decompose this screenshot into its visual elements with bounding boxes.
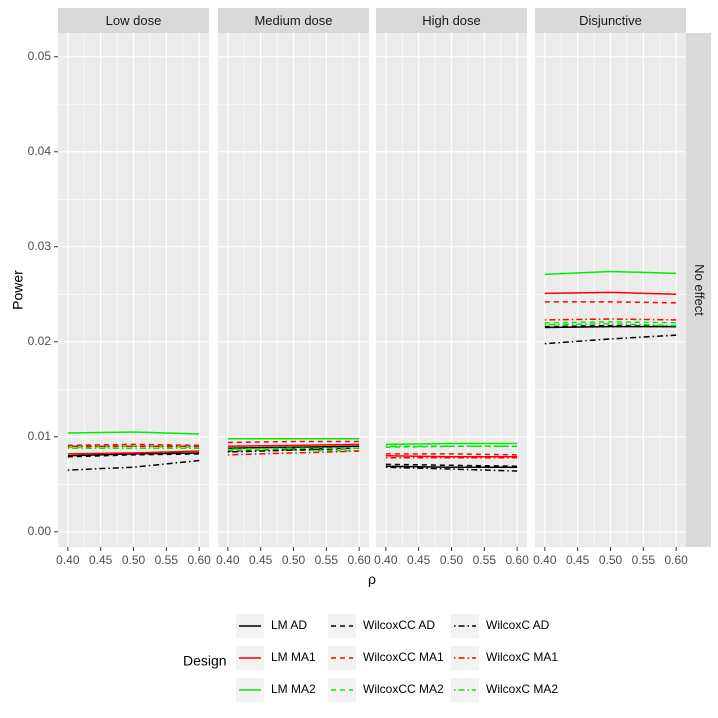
legend-item: WilcoxCC MA1: [328, 646, 444, 670]
series-line: LM MA2: [544, 270, 677, 276]
x-tick-label: 0.40: [533, 553, 557, 567]
strip-background: [535, 8, 686, 33]
legend-title: Design: [183, 653, 227, 669]
legend-label: WilcoxCC AD: [363, 618, 435, 632]
x-tick-label: 0.50: [599, 553, 623, 567]
y-tick-label: 0.03: [28, 239, 52, 253]
panel-strip: Low dose: [58, 8, 209, 33]
series-line: WilcoxC MA2: [227, 447, 360, 450]
y-tick-label: 0.00: [28, 524, 52, 538]
series-line: WilcoxC MA1: [227, 450, 360, 456]
panel-title: High dose: [422, 13, 481, 28]
row-strip: No effect: [686, 33, 711, 547]
series-line: LM MA2: [385, 442, 518, 446]
x-tick-label: 0.55: [632, 553, 656, 567]
series-line: WilcoxCC MA1: [544, 301, 677, 304]
legend-label: WilcoxC MA1: [486, 650, 558, 664]
series-line: WilcoxCC AD: [67, 453, 200, 458]
legend-item: LM MA1: [236, 646, 316, 670]
series-line: WilcoxC AD: [544, 334, 677, 345]
x-tick-label: 0.45: [249, 553, 273, 567]
panel-title: Low dose: [106, 13, 162, 28]
y-tick-label: 0.02: [28, 334, 52, 348]
series-line: WilcoxCC MA2: [544, 321, 677, 324]
legend-item: LM AD: [236, 614, 307, 638]
y-tick-label: 0.05: [28, 49, 52, 63]
series-line: LM MA1: [227, 443, 360, 448]
legend-label: LM MA1: [271, 650, 316, 664]
series-line: WilcoxCC AD: [544, 324, 677, 328]
legend-label: WilcoxCC MA2: [363, 682, 444, 696]
x-tick-label: 0.55: [155, 553, 179, 567]
series-line: WilcoxCC MA1: [385, 453, 518, 456]
series-line: LM AD: [385, 465, 518, 468]
x-tick-label: 0.60: [505, 553, 529, 567]
x-tick-label: 0.40: [216, 553, 240, 567]
panel-strip: High dose: [376, 8, 527, 33]
series-line: LM MA1: [67, 450, 200, 455]
legend-label: WilcoxC AD: [486, 618, 550, 632]
legend-item: LM MA2: [236, 678, 316, 702]
x-tick-label: 0.45: [566, 553, 590, 567]
x-tick-label: 0.40: [374, 553, 398, 567]
series-line: WilcoxC AD: [385, 466, 518, 472]
series-line: WilcoxCC MA2: [227, 449, 360, 452]
series-line: LM MA2: [67, 431, 200, 435]
x-tick-label: 0.60: [664, 553, 688, 567]
legend-item: WilcoxC AD: [451, 614, 550, 638]
strip-background: [376, 8, 527, 33]
x-tick-label: 0.50: [122, 553, 146, 567]
series-line: LM MA1: [544, 291, 677, 296]
series-line: WilcoxCC MA1: [227, 440, 360, 444]
x-axis-title: ρ: [368, 571, 376, 587]
x-tick-label: 0.45: [407, 553, 431, 567]
y-tick-label: 0.04: [28, 144, 52, 158]
legend-label: LM AD: [271, 618, 307, 632]
x-tick-label: 0.50: [440, 553, 464, 567]
series-line: WilcoxC AD: [67, 459, 200, 471]
series-line: WilcoxCC MA1: [67, 443, 200, 447]
x-tick-label: 0.60: [187, 553, 211, 567]
panel-title: Medium dose: [254, 13, 332, 28]
y-axis: 0.00 0.01 0.02 0.03 0.04 0.05: [28, 49, 58, 538]
legend-label: LM MA2: [271, 682, 316, 696]
y-tick-label: 0.01: [28, 429, 52, 443]
legend-item: WilcoxC MA2: [451, 678, 558, 702]
series-line: LM AD: [227, 445, 360, 449]
panel-strip: Medium dose: [218, 8, 369, 33]
legend-label: WilcoxCC MA1: [363, 650, 444, 664]
legend-item: WilcoxCC AD: [328, 614, 435, 638]
legend-label: WilcoxC MA2: [486, 682, 558, 696]
x-tick-label: 0.55: [315, 553, 339, 567]
row-strip-background: [686, 33, 711, 547]
x-tick-label: 0.50: [282, 553, 306, 567]
x-tick-label: 0.60: [347, 553, 371, 567]
x-axis: 0.40 0.45 0.50 0.55 0.60 0.40 0.45 0.50 0.55 0.60…: [56, 547, 688, 567]
panel-strip: Disjunctive: [535, 8, 686, 33]
series-line: LM AD: [67, 452, 200, 457]
series-line: WilcoxCC AD: [385, 463, 518, 467]
y-axis-title: Power: [10, 270, 26, 310]
series-line: LM MA1: [385, 455, 518, 458]
series-line: WilcoxC MA2: [544, 322, 677, 327]
row-strip-label: No effect: [692, 264, 707, 316]
x-tick-label: 0.55: [473, 553, 497, 567]
series-line: WilcoxC MA1: [544, 318, 677, 321]
x-tick-label: 0.45: [89, 553, 113, 567]
legend: Design LM AD LM MA1 LM MA2 WilcoxCC AD Wilco…: [183, 614, 558, 702]
legend-item: WilcoxC MA1: [451, 646, 558, 670]
panel-title: Disjunctive: [579, 13, 642, 28]
legend-item: WilcoxCC MA2: [328, 678, 444, 702]
strip-background: [58, 8, 209, 33]
x-tick-label: 0.40: [56, 553, 80, 567]
strip-background: [218, 8, 369, 33]
